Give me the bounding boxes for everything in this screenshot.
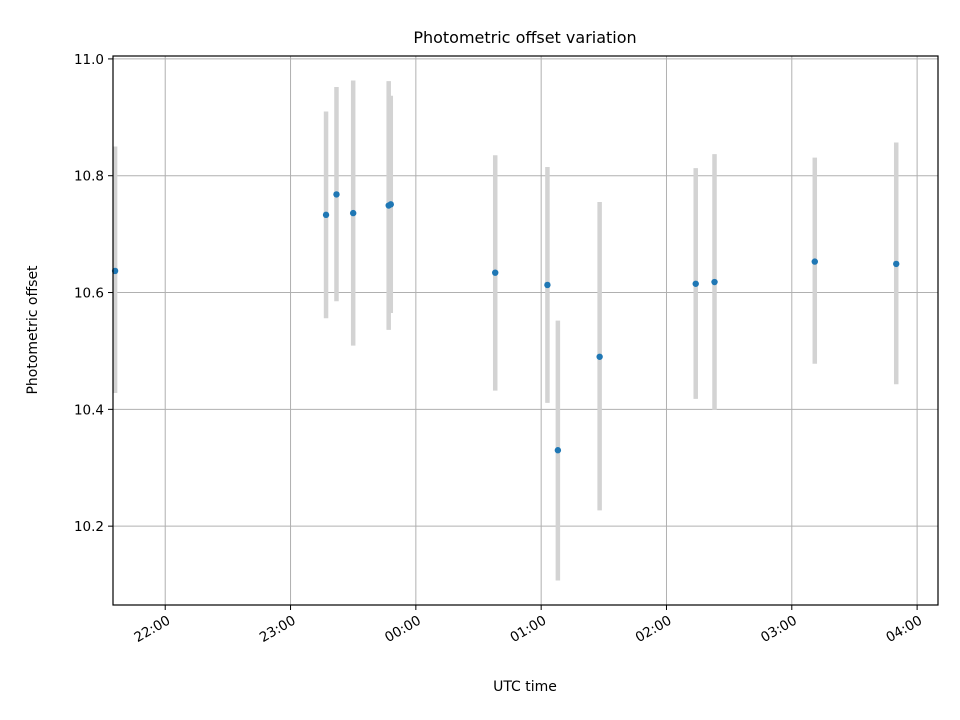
y-tick-label: 10.4 (74, 402, 104, 418)
data-point (711, 278, 718, 286)
x-tick-label: 01:00 (507, 613, 549, 646)
data-point (492, 269, 499, 276)
plot-frame (112, 55, 939, 606)
data-point (322, 211, 330, 219)
y-tick-label: 10.2 (74, 519, 104, 535)
x-tick-label: 00:00 (382, 613, 424, 646)
x-tick-label: 22:00 (132, 613, 174, 646)
data-point (692, 280, 699, 287)
y-tick-label: 10.6 (74, 286, 104, 302)
x-tick-label: 23:00 (257, 613, 299, 646)
y-axis-ticks: 10.2 10.4 10.6 10.8 11.0 (74, 52, 113, 535)
x-axis-label: UTC time (493, 679, 557, 695)
data-point (333, 191, 340, 198)
error-bars (112, 80, 899, 581)
x-tick-label: 03:00 (758, 613, 800, 646)
grid-lines (113, 56, 938, 605)
x-tick-label: 02:00 (633, 613, 675, 646)
y-tick-label: 10.8 (74, 169, 104, 185)
x-axis-ticks: 22:00 23:00 00:00 01:00 02:00 03:00 04:00 (132, 605, 925, 646)
y-axis-label: Photometric offset (25, 265, 41, 395)
data-point (544, 281, 551, 289)
chart-title: Photometric offset variation (413, 28, 636, 47)
data-point (387, 201, 394, 208)
data-point (811, 258, 818, 265)
data-point (349, 209, 357, 217)
data-point (554, 447, 562, 454)
data-point (893, 260, 900, 268)
x-tick-label: 04:00 (883, 613, 925, 646)
data-points (111, 191, 900, 454)
y-tick-label: 11.0 (74, 52, 104, 68)
data-point (596, 353, 603, 360)
